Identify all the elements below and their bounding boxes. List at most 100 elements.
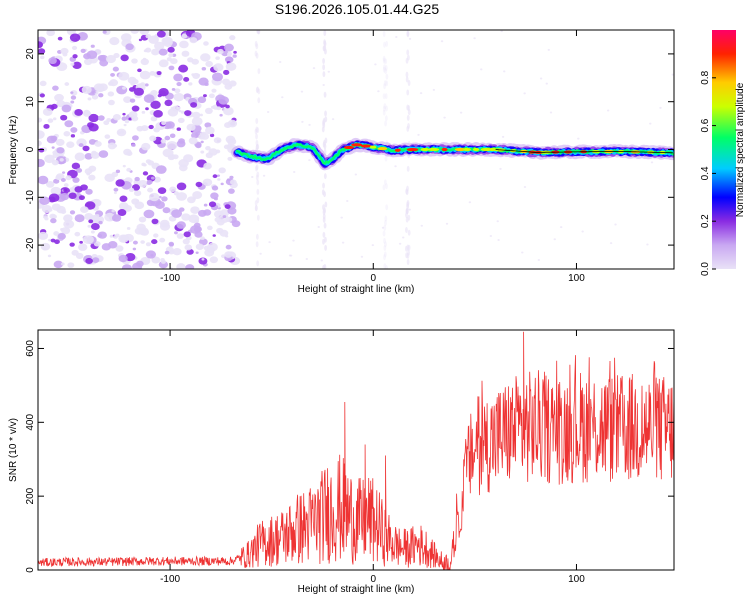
noise-blob	[52, 117, 57, 121]
noise-blob	[80, 48, 86, 53]
noise-blob	[74, 109, 83, 116]
sparse-blob	[521, 251, 524, 254]
noise-blob	[136, 125, 144, 132]
streak-blob	[406, 199, 410, 206]
noise-blob	[169, 133, 176, 138]
noise-blob	[145, 107, 149, 111]
sparse-blob	[547, 48, 550, 51]
noise-blob	[38, 41, 43, 49]
noise-blob	[51, 203, 61, 211]
spectrogram-ylabel: Frequency (Hz)	[8, 116, 19, 185]
streak-blob	[384, 68, 388, 75]
sparse-blob	[279, 61, 282, 64]
noise-blob	[51, 103, 58, 110]
noise-blob	[91, 94, 99, 100]
noise-blob	[176, 233, 184, 239]
noise-blob	[116, 85, 128, 95]
snr-series-line	[38, 331, 674, 570]
sparse-blob	[340, 216, 343, 219]
noise-blob	[149, 135, 157, 142]
sparse-blob	[468, 201, 472, 204]
sparse-blob	[432, 88, 436, 91]
noise-blob	[200, 150, 205, 154]
streak-blob	[322, 216, 326, 223]
noise-blob	[176, 127, 182, 131]
noise-blob	[70, 91, 74, 94]
colorbar-label: Normalized spectral amplitude	[735, 82, 746, 217]
sparse-blob	[659, 106, 662, 109]
y-tick-label: 600	[25, 340, 36, 357]
streak-blob	[406, 185, 409, 192]
noise-blob	[233, 50, 237, 54]
noise-blob	[190, 206, 200, 214]
noise-blob	[115, 233, 120, 238]
noise-blob	[224, 83, 233, 90]
noise-blob	[38, 147, 45, 153]
streak-blob	[322, 231, 326, 238]
noise-blob	[79, 240, 83, 244]
noise-blob	[123, 204, 132, 212]
noise-blob	[198, 77, 209, 86]
streak-blob	[385, 265, 388, 269]
noise-blob	[134, 176, 140, 182]
streak-blob	[405, 76, 409, 83]
noise-blob	[38, 130, 45, 139]
noise-blob	[212, 72, 224, 82]
streak-blob	[322, 122, 326, 129]
noise-blob	[164, 135, 171, 141]
noise-blob	[230, 179, 237, 185]
ridge-hotspot	[428, 147, 440, 152]
noise-blob	[220, 182, 224, 186]
noise-blob	[48, 57, 57, 65]
noise-blob	[178, 138, 185, 144]
noise-blob	[90, 44, 95, 48]
noise-blob	[200, 140, 204, 144]
streak-blob	[384, 93, 388, 100]
noise-blob	[214, 217, 222, 223]
noise-blob	[183, 231, 191, 238]
noise-blob	[88, 174, 96, 181]
noise-blob	[184, 244, 193, 251]
ridge-hotspot	[360, 144, 372, 148]
noise-blob	[227, 207, 237, 215]
noise-blob	[181, 50, 190, 57]
x-tick-label: 100	[568, 574, 585, 585]
noise-blob	[204, 122, 212, 128]
noise-blob	[133, 190, 142, 197]
streak-blob	[383, 179, 387, 186]
sparse-blob	[497, 239, 500, 242]
streak-blob	[406, 114, 410, 121]
noise-blob	[188, 137, 198, 145]
noise-blob	[132, 247, 137, 251]
noise-blob	[176, 106, 181, 110]
noise-blob	[151, 48, 160, 56]
noise-blob	[212, 234, 216, 237]
noise-blob	[60, 209, 67, 214]
streak-blob	[254, 205, 258, 212]
noise-blob	[224, 43, 234, 52]
sparse-blob	[459, 111, 463, 114]
ridge-hotspot	[406, 147, 419, 152]
sparse-blob	[537, 258, 541, 261]
streak-blob	[404, 245, 408, 252]
noise-blob	[104, 134, 111, 139]
sparse-blob	[559, 226, 563, 229]
noise-blob	[176, 81, 182, 87]
streak-blob	[322, 71, 326, 78]
noise-blob	[134, 201, 145, 210]
noise-blob	[80, 184, 88, 191]
noise-blob	[87, 122, 95, 128]
streak-blob	[257, 88, 261, 95]
sparse-blob	[341, 241, 345, 244]
noise-blob	[122, 86, 126, 90]
streak-blob	[254, 40, 258, 47]
noise-blob	[229, 175, 234, 180]
y-tick-label: -20	[25, 237, 36, 252]
noise-blob	[210, 105, 215, 109]
sparse-blob	[440, 40, 444, 43]
noise-blob	[126, 167, 132, 172]
noise-blob	[199, 238, 208, 246]
noise-blob	[48, 238, 52, 242]
sparse-blob	[499, 167, 502, 170]
